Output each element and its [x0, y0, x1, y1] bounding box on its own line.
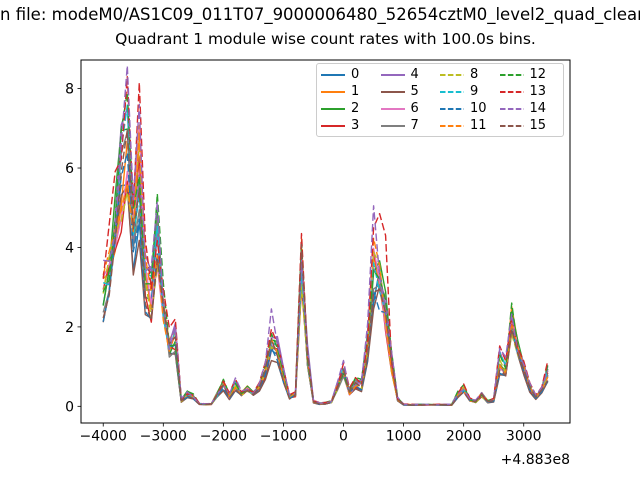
y-tick-label: 8 — [65, 82, 74, 98]
legend-label: 14 — [529, 101, 547, 116]
legend-label: 7 — [410, 118, 419, 133]
x-axis-offset-label: +4.883e8 — [500, 452, 570, 468]
y-tick-label: 4 — [65, 240, 74, 256]
legend-line-sample — [321, 73, 345, 76]
legend-label: 12 — [529, 67, 547, 82]
legend-item-8: 8 — [440, 68, 500, 81]
legend-line-sample — [380, 107, 405, 110]
x-tick-label: 2000 — [446, 429, 482, 445]
legend-line-sample — [380, 90, 405, 93]
legend-label: 8 — [470, 67, 479, 82]
legend-line-sample — [440, 90, 464, 93]
legend-item-4: 4 — [380, 67, 441, 82]
axes-frame — [80, 59, 571, 424]
legend-label: 15 — [529, 118, 547, 133]
x-tick-label: 0 — [339, 429, 348, 445]
legend-label: 0 — [351, 67, 360, 82]
series-line-15 — [102, 129, 549, 406]
legend-label: 13 — [529, 84, 547, 99]
legend-item-9: 9 — [440, 85, 500, 98]
legend-line-sample — [499, 124, 524, 127]
legend-item-14: 14 — [499, 101, 560, 116]
axes-title: Quadrant 1 module wise count rates with … — [115, 30, 536, 48]
x-tick-label: 1000 — [386, 429, 422, 445]
x-tick-label: −1000 — [260, 429, 307, 445]
legend-item-7: 7 — [380, 118, 441, 133]
legend-line-sample — [321, 124, 345, 127]
legend-item-6: 6 — [380, 101, 441, 116]
series-lines — [102, 65, 549, 406]
legend-label: 4 — [410, 67, 419, 82]
legend-line-sample — [321, 107, 345, 110]
legend-line-sample — [440, 73, 464, 76]
series-line-14 — [103, 65, 549, 406]
legend-label: 11 — [470, 118, 487, 133]
legend-item-12: 12 — [499, 67, 560, 82]
legend-box: 0 1 2 3 4 5 6 7 8 9 10 11 12 13 14 15 — [316, 63, 564, 137]
legend-label: 9 — [470, 84, 479, 99]
x-tick-label: 3000 — [506, 429, 542, 445]
x-tick-label: −3000 — [140, 429, 187, 445]
legend-item-15: 15 — [499, 118, 560, 133]
legend-item-11: 11 — [440, 119, 500, 132]
legend-line-sample — [321, 90, 345, 93]
legend-label: 10 — [470, 101, 487, 116]
legend-line-sample — [499, 73, 524, 76]
legend-line-sample — [440, 107, 464, 110]
legend-line-sample — [380, 124, 405, 127]
legend-item-1: 1 — [321, 85, 381, 98]
x-tick-label: −4000 — [80, 429, 127, 445]
legend-item-10: 10 — [440, 102, 500, 115]
figure-suptitle: n file: modeM0/AS1C09_011T07_9000006480_… — [0, 5, 640, 24]
legend-item-5: 5 — [380, 84, 441, 99]
legend-item-0: 0 — [321, 68, 381, 81]
legend-label: 2 — [351, 101, 360, 116]
legend-item-13: 13 — [499, 84, 560, 99]
y-tick-label: 0 — [65, 399, 74, 415]
legend-line-sample — [380, 73, 405, 76]
y-tick-label: 2 — [65, 320, 74, 336]
legend-item-3: 3 — [321, 119, 381, 132]
legend-line-sample — [499, 90, 524, 93]
legend-line-sample — [499, 107, 524, 110]
legend-label: 6 — [410, 101, 419, 116]
legend-label: 1 — [351, 84, 360, 99]
y-axis-ticks: 0 2 4 6 8 — [65, 82, 81, 415]
x-tick-label: −2000 — [200, 429, 247, 445]
legend-item-2: 2 — [321, 102, 381, 115]
x-axis-ticks: −4000 −3000 −2000 −1000 0 1000 2000 3000 — [80, 423, 542, 445]
legend-label: 3 — [351, 118, 360, 133]
legend-line-sample — [440, 124, 464, 127]
legend-label: 5 — [410, 84, 419, 99]
y-tick-label: 6 — [65, 161, 74, 177]
